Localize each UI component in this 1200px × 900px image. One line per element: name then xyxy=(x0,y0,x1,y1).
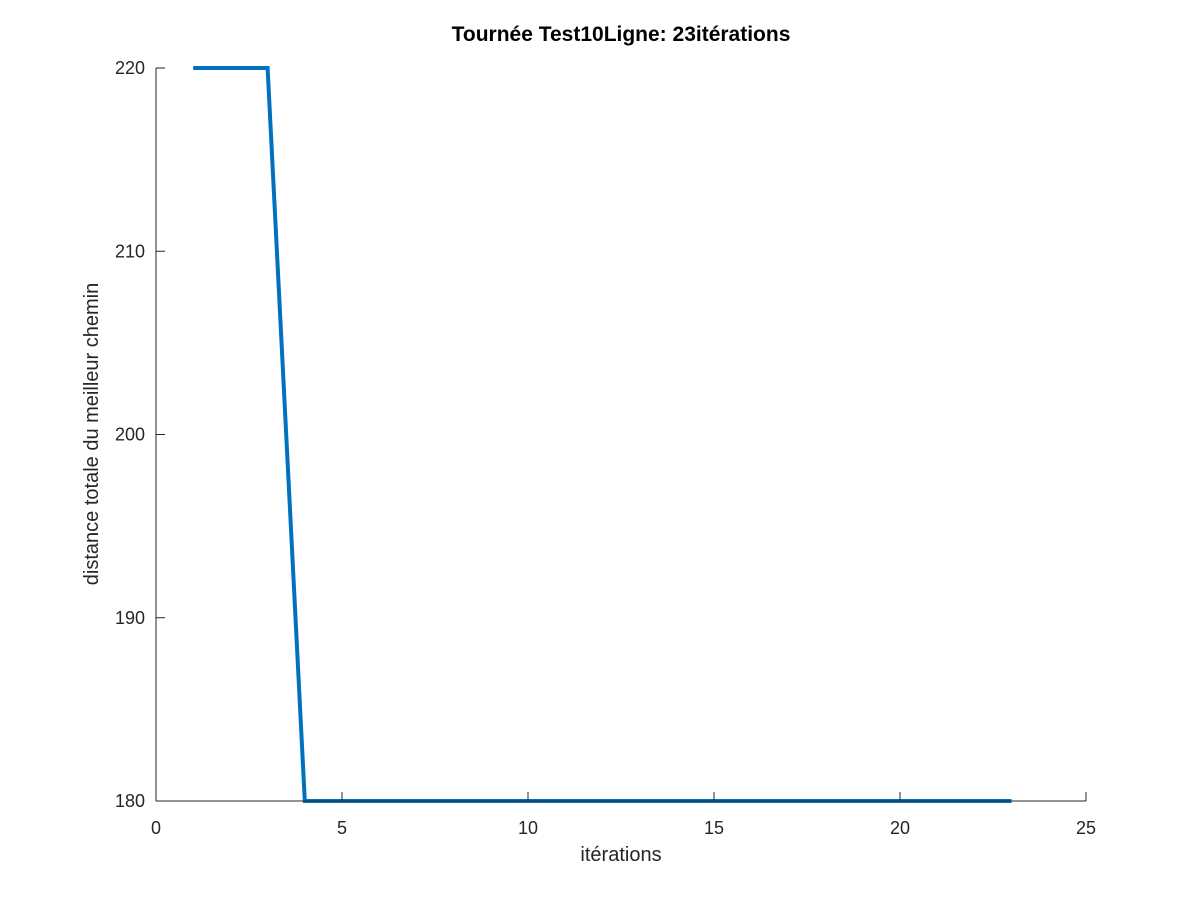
y-tick-label: 180 xyxy=(115,791,145,811)
x-axis-label: itérations xyxy=(580,844,661,866)
x-tick-label: 25 xyxy=(1076,818,1096,838)
x-tick-label: 5 xyxy=(337,818,347,838)
x-tick-label: 10 xyxy=(518,818,538,838)
x-axis: 0 5 10 15 20 25 xyxy=(151,792,1096,838)
y-tick-label: 190 xyxy=(115,608,145,628)
y-tick-label: 220 xyxy=(115,58,145,78)
y-tick-label: 210 xyxy=(115,241,145,261)
y-tick-label: 200 xyxy=(115,425,145,445)
x-tick-label: 0 xyxy=(151,818,161,838)
chart-title: Tournée Test10Ligne: 23itérations xyxy=(452,23,791,46)
x-tick-label: 15 xyxy=(704,818,724,838)
plot-area: 0 5 10 15 20 25 180 190 200 210 220 xyxy=(115,58,1096,838)
x-tick-label: 20 xyxy=(890,818,910,838)
y-axis-label: distance totale du meilleur chemin xyxy=(81,283,103,585)
series-line xyxy=(193,66,1012,803)
y-axis: 180 190 200 210 220 xyxy=(115,58,165,811)
